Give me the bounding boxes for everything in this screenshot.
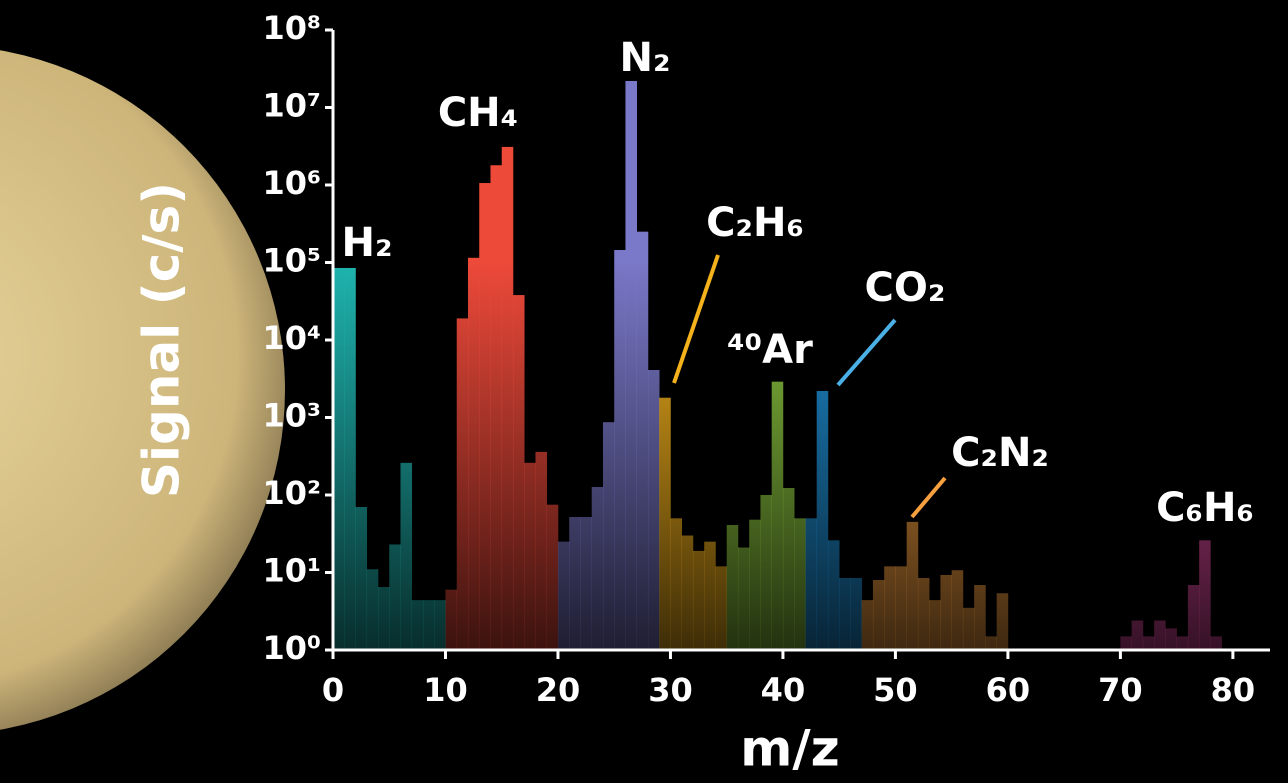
bar [873,580,885,650]
bar [603,422,615,650]
bar [884,566,896,650]
bar [760,495,772,650]
bar [794,518,806,650]
bar [1177,636,1189,650]
y-axis-title: Signal (c/s) [133,182,191,498]
bar [817,391,829,650]
bar [1188,585,1200,650]
x-tick-label: 40 [761,671,806,709]
bar [490,165,502,650]
peak-label: ⁴⁰Ar [727,327,813,373]
y-tick-label: 10⁷ [262,87,321,125]
bar [828,540,840,650]
y-tick-label: 10¹ [262,552,321,590]
bar [839,578,851,650]
bar [344,268,356,650]
y-tick-label: 10³ [262,397,321,435]
bar [1143,636,1155,650]
bar [412,600,424,650]
peak-label: C₂N₂ [951,430,1049,476]
bar [850,578,862,650]
bar [625,81,637,650]
bar [1120,636,1132,650]
bar [400,463,412,650]
bar [1154,621,1166,650]
bar [535,452,547,650]
peak-label: CO₂ [865,265,946,311]
peak-label: H₂ [342,220,393,266]
bar [940,575,952,650]
x-tick-label: 10 [423,671,468,709]
bar [513,295,525,650]
bar [524,463,536,650]
bar [547,505,559,650]
x-tick-label: 20 [536,671,581,709]
bar [749,520,761,650]
bar [783,488,795,650]
bar [895,566,907,650]
y-tick-label: 10² [262,474,321,512]
bar [445,590,457,650]
bar [715,566,727,650]
bar [389,544,401,650]
x-tick-label: 0 [322,671,344,709]
bar [1199,540,1211,650]
bar [997,593,1009,650]
bar [648,370,660,650]
y-tick-label: 10⁵ [262,242,321,280]
bar [592,487,604,650]
bar [659,398,671,650]
bar [569,517,581,650]
bar [1210,636,1222,650]
x-tick-label: 70 [1098,671,1143,709]
y-tick-label: 10⁴ [262,319,321,357]
bar [355,507,367,650]
bar [693,551,705,650]
bar [929,600,941,650]
x-tick-label: 50 [873,671,918,709]
bar [502,147,514,650]
chart: Signal (c/s) m/z 10⁰ 10¹ 10² 10³ 10⁴ 10⁵ 10⁶ 10… [0,0,1288,783]
bar [614,250,626,650]
x-axis-title: m/z [740,720,839,778]
bar [378,587,390,650]
bar [727,525,739,650]
bar [985,636,997,650]
bar [974,585,986,650]
y-tick-label: 10⁶ [262,164,321,202]
x-tick-label: 80 [1211,671,1256,709]
bar [738,548,750,650]
peak-label: N₂ [620,35,671,81]
peak-label: CH₄ [438,90,518,136]
bar [907,522,919,650]
bar [333,268,345,650]
bar [457,318,469,650]
y-tick-label: 10⁰ [262,629,321,667]
bar [479,183,491,650]
bar [558,542,570,650]
bar [1165,628,1177,650]
bar [367,569,379,650]
bar [468,258,480,650]
bar [434,600,446,650]
bar [580,517,592,650]
bar [772,382,784,650]
x-tick-label: 60 [986,671,1031,709]
bar [862,600,874,650]
bar [423,600,435,650]
bar [918,578,930,650]
bar [805,518,817,650]
bar [670,518,682,650]
y-tick-label: 10⁸ [262,9,321,47]
bar [682,536,694,650]
peak-label: C₆H₆ [1156,485,1254,531]
bar [963,608,975,650]
bar [704,542,716,650]
peak-label: C₂H₆ [706,200,804,246]
bar [1132,621,1144,650]
bar [952,570,964,650]
x-tick-label: 30 [648,671,693,709]
bar [637,232,649,650]
